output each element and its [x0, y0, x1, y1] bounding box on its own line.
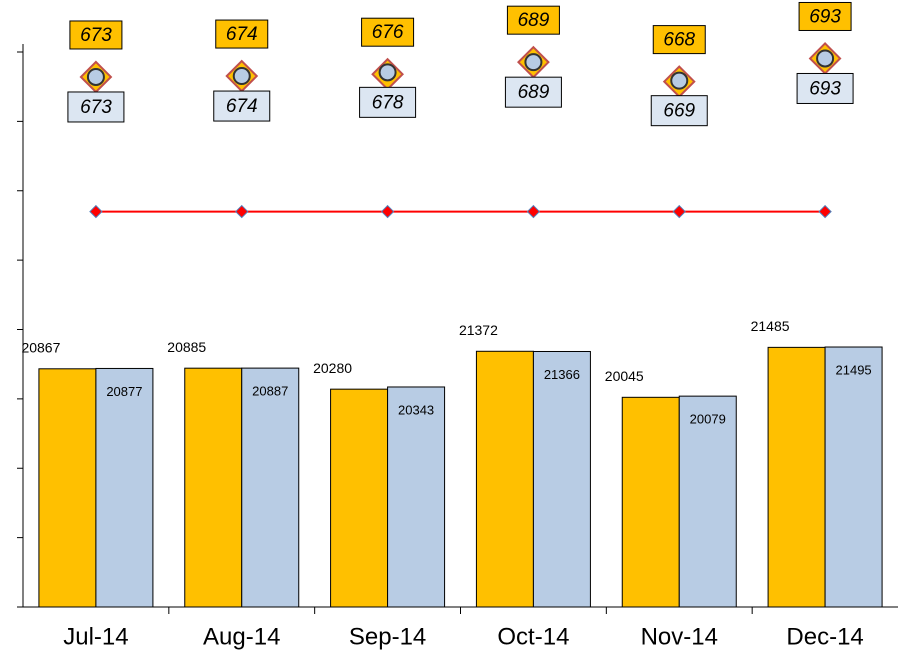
- bar: [241, 367, 300, 608]
- value-box: [361, 17, 415, 47]
- bar-value-label: 20280: [313, 360, 352, 376]
- value-box: [798, 1, 852, 31]
- x-tick-label: Sep-14: [349, 623, 426, 650]
- marker-value-label: 673: [80, 25, 112, 46]
- bar-value-label: 20887: [252, 384, 288, 399]
- x-tick-label: Dec-14: [786, 623, 863, 650]
- bar-value-label: 20877: [106, 384, 142, 399]
- marker-value-label: 693: [809, 6, 841, 27]
- circle-marker: [816, 49, 835, 68]
- circle-marker: [524, 53, 543, 72]
- bar: [330, 388, 389, 608]
- x-tick-label: Oct-14: [497, 623, 569, 650]
- x-tick-label: Nov-14: [641, 623, 718, 650]
- bar-value-label: 21366: [544, 367, 580, 382]
- marker-value-label: 673: [80, 97, 112, 118]
- bar: [387, 386, 446, 608]
- bar-value-label: 20885: [167, 339, 206, 355]
- value-box: [359, 86, 417, 118]
- circle-marker: [86, 67, 105, 86]
- marker-value-label: 674: [226, 96, 258, 117]
- circle-marker: [378, 63, 397, 82]
- marker-value-label: 669: [663, 101, 695, 122]
- marker-value-label: 689: [518, 82, 550, 103]
- x-tick-label: Aug-14: [203, 623, 280, 650]
- marker-value-label: 676: [372, 22, 404, 43]
- bar: [475, 350, 534, 608]
- bar-value-label: 20045: [605, 368, 644, 384]
- value-box: [796, 72, 854, 104]
- value-box: [652, 25, 706, 55]
- bar: [678, 395, 737, 608]
- bar: [38, 368, 97, 608]
- bar-value-label: 21495: [836, 362, 872, 377]
- bar-value-label: 20343: [398, 402, 434, 417]
- line-marker: [89, 204, 103, 219]
- value-box: [69, 20, 123, 50]
- line-marker: [235, 204, 249, 219]
- bar: [95, 367, 154, 608]
- bar: [824, 346, 883, 608]
- circle-marker: [232, 67, 251, 86]
- bar: [621, 396, 680, 608]
- marker-value-label: 693: [809, 78, 841, 99]
- bar: [184, 367, 243, 608]
- value-box: [67, 91, 125, 123]
- value-box: [213, 90, 271, 122]
- value-box: [215, 19, 269, 49]
- line-marker: [818, 204, 832, 219]
- marker-value-label: 674: [226, 24, 258, 45]
- bar: [532, 350, 591, 608]
- bar-value-label: 21485: [751, 318, 790, 334]
- marker-value-label: 668: [663, 30, 695, 51]
- bar-value-label: 21372: [459, 322, 498, 338]
- value-box: [506, 5, 560, 35]
- line-marker: [672, 204, 686, 219]
- line-marker: [380, 204, 395, 219]
- marker-value-label: 689: [518, 10, 550, 31]
- value-box: [504, 76, 562, 108]
- bar: [767, 346, 826, 608]
- line-marker: [526, 204, 541, 219]
- x-tick-label: Jul-14: [63, 623, 128, 650]
- bar-value-label: 20867: [21, 340, 60, 356]
- bar-value-label: 20079: [690, 412, 726, 427]
- circle-marker: [670, 71, 689, 90]
- marker-value-label: 678: [372, 92, 404, 113]
- value-box: [650, 95, 708, 127]
